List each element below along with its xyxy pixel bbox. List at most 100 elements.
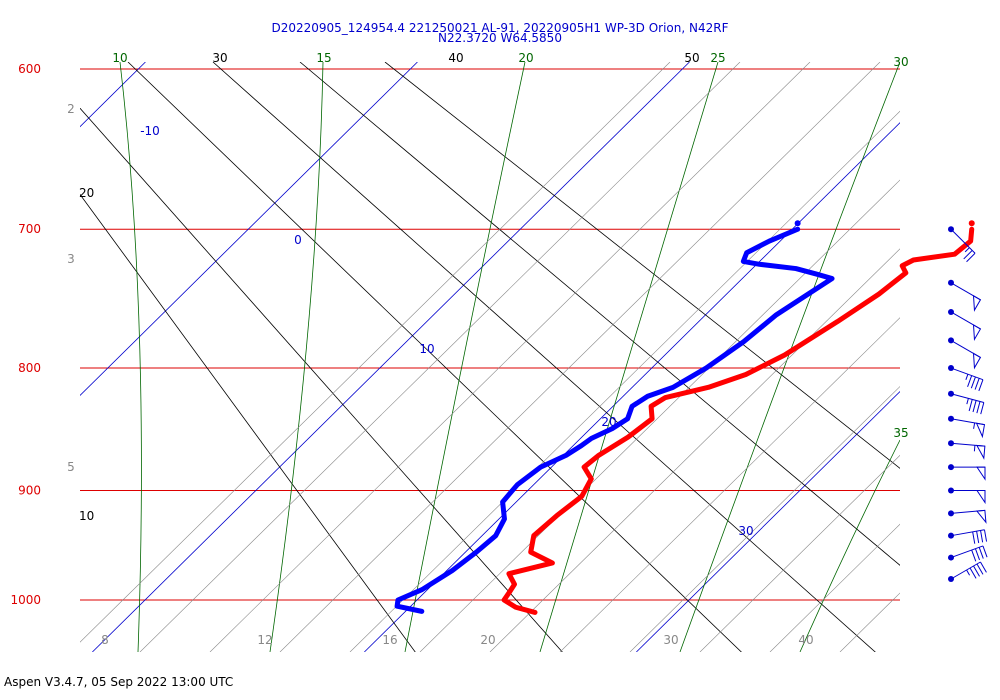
wind-barb [948,279,982,312]
dewpoint-profile-top-marker [794,220,801,227]
wind-barb-pennant [976,466,986,481]
moist-adiabat-line [119,62,142,652]
wind-barb [948,561,987,582]
isotherm-line [80,62,418,397]
wind-barb-pennant [975,422,986,439]
moist-adiabat-line [799,439,900,652]
wind-barb-shaft [950,545,984,559]
mixing-ratio-label: 20 [480,633,495,647]
pressure-label: 1000 [10,593,41,607]
wind-barb-shaft [950,228,976,254]
mixing-ratio-label: 12 [257,633,272,647]
moist-adiabat-line [679,62,900,652]
profile-layer [394,220,975,615]
wind-barb-shaft [950,529,985,537]
wind-barb [948,464,986,481]
wind-barb-feather [974,548,981,561]
dry-adiabat-line [80,193,416,652]
mixing-ratio-line [559,317,900,652]
dry-adiabat-line [384,62,900,469]
dry-adiabat-label: 50 [684,51,699,65]
dry-adiabat-label: 20 [79,186,94,200]
wind-barb-feather [970,376,976,389]
isotherm-line [364,122,900,652]
dry-adiabat-line [299,62,900,566]
moist-adiabat-line [404,62,526,652]
mixing-ratio-line [629,386,900,652]
dry-adiabat-line [80,107,563,652]
wind-barb-feather [982,545,988,558]
mixing-ratio-label: 3 [67,252,75,266]
wind-barb-feather [978,547,984,559]
wind-barb [948,365,984,392]
wind-barb-feather [976,401,981,414]
wind-barb [948,440,986,460]
mixing-ratio-label: 8 [101,633,109,647]
mixing-ratio-label: 16 [382,633,397,647]
mixing-ratio-line [769,523,900,652]
mixing-ratio-line [139,62,741,652]
dry-adiabat-label: 30 [212,51,227,65]
background-grid [80,62,1000,652]
isotherm-label: 0 [294,233,302,247]
moist-adiabat-line [269,62,324,652]
wind-barb-feather [976,531,980,544]
wind-barb-feather [972,400,977,413]
wind-barb-half-feather [966,398,969,405]
pressure-label: 700 [18,222,41,236]
mixing-ratio-line [419,179,900,652]
wind-barb-shaft [950,367,984,381]
wind-barb-pennant [972,294,982,312]
wind-barb-feather [973,565,980,577]
temperature-profile-line [501,226,975,615]
moist-adiabat-label: 20 [518,51,533,65]
wind-barb-feather [983,529,988,542]
moist-adiabat-label: 30 [893,55,908,69]
isotherm-line [80,62,146,128]
mixing-ratio-label: 5 [67,460,75,474]
wind-barb [948,337,982,370]
mixing-ratio-line [980,62,1000,652]
wind-barb [948,415,986,439]
wind-barb-feather [980,530,984,543]
isotherm-label: 30 [738,524,753,538]
mixing-ratio-label: 40 [798,633,813,647]
wind-barb-pennant [976,444,986,460]
dry-adiabat-label: 40 [448,51,463,65]
wind-barb-half-feather [973,445,976,452]
wind-barb [948,529,988,544]
wind-barb-shaft [950,561,981,580]
pressure-label: 600 [18,62,41,76]
isotherm-line [92,62,690,652]
wind-barb [948,545,988,562]
wind-barbs [948,226,988,582]
wind-barb-feather [967,375,973,388]
wind-barb [948,226,976,263]
mixing-ratio-line [489,248,900,652]
wind-barb-feather [963,250,973,260]
wind-barb [948,390,985,415]
axis-labels: 600 700 800 900 1000 -10 0 10 20 30 10 20 30 40 50 10 15… [10,51,908,647]
wind-barb-half-feather [973,422,976,429]
mixing-ratio-line [80,62,671,643]
chart-subtitle: N22.3720 W64.5850 [438,31,562,45]
wind-barb-feather [966,252,976,263]
pressure-label: 900 [18,483,41,497]
moist-adiabat-line [539,62,719,652]
moist-adiabat-label: 25 [710,51,725,65]
mixing-ratio-line [910,62,1000,652]
wind-barb-pennant [972,352,982,370]
wind-barb-feather [969,567,977,579]
wind-barb-shaft [950,393,984,403]
mixing-ratio-label: 2 [67,102,75,116]
pressure-label: 800 [18,361,41,375]
wind-barb-feather [968,399,973,412]
wind-barb-feather [976,563,984,575]
mixing-ratio-line [279,62,881,652]
mixing-ratio-line [699,454,900,652]
isotherm-label: 10 [419,342,434,356]
wind-barb-pennant [972,324,982,342]
mixing-ratio-line [349,110,900,652]
wind-barb [948,487,986,505]
wind-barb-feather [980,402,985,415]
